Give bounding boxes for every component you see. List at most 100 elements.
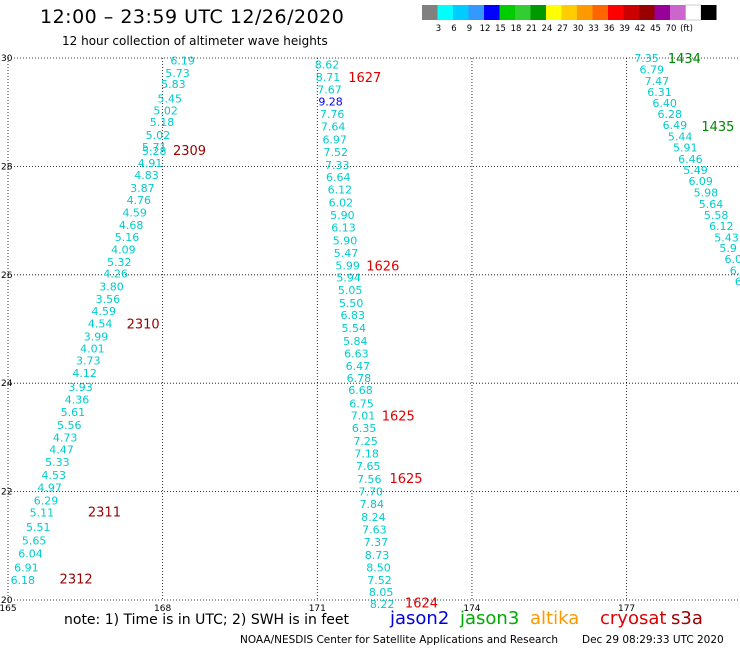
- wave-height-value: 5.94: [336, 272, 361, 285]
- wave-height-value: 5.32: [107, 256, 131, 269]
- wave-height-value: 6.68: [348, 384, 373, 397]
- wave-height-value: 5.90: [333, 235, 358, 248]
- wave-height-value: 4.59: [92, 305, 117, 318]
- legend-swatch: [484, 5, 500, 20]
- legend-swatch: [608, 5, 624, 20]
- chart-grid: [7, 57, 740, 601]
- legend-swatch: [592, 5, 608, 20]
- wave-height-value: 6.47: [346, 360, 371, 373]
- wave-height-value: 6.40: [652, 97, 677, 110]
- wave-height-value: 4.36: [65, 393, 90, 406]
- wave-height-value: 6.49: [663, 119, 688, 132]
- wave-height-value: 8.05: [369, 586, 394, 599]
- chart-subtitle: 12 hour collection of altimeter wave hei…: [62, 34, 328, 48]
- wave-height-value: 7.70: [359, 486, 384, 499]
- wave-height-value: 5.28: [142, 145, 167, 158]
- legend-s3a: s3a: [671, 608, 703, 629]
- wave-height-value: 5.43: [714, 231, 739, 244]
- wave-height-value: 5.02: [146, 129, 171, 142]
- wave-height-value: 5.64: [699, 198, 724, 211]
- wave-height-value: 5.51: [26, 521, 50, 534]
- wave-height-value: 6.46: [678, 153, 703, 166]
- wave-height-value: 4.73: [53, 431, 77, 444]
- wave-height-value: 8.62: [315, 59, 340, 72]
- legend-swatch: [499, 5, 515, 20]
- wave-height-value: 3.93: [68, 381, 93, 394]
- legend-swatch: [530, 5, 546, 20]
- footer-note: note: 1) Time is in UTC; 2) SWH is in fe…: [64, 612, 350, 628]
- legend-label: (ft): [680, 24, 693, 34]
- wave-height-value: 5.11: [30, 507, 55, 520]
- wave-height-value: 5.71: [142, 141, 167, 154]
- wave-height-value: 6.97: [322, 133, 347, 146]
- wave-height-value: 6.02: [329, 197, 354, 210]
- legend-label: 39: [619, 24, 630, 34]
- legend-label: 27: [557, 24, 568, 34]
- legend-label: 42: [635, 24, 646, 34]
- time-label: 2311: [88, 506, 121, 521]
- wave-height-value: 5.90: [330, 209, 355, 222]
- wave-height-value: 7.67: [317, 83, 342, 96]
- wave-height-value: 5.02: [153, 105, 178, 118]
- wave-height-value: 4.47: [49, 443, 74, 456]
- wave-height-value: 6.18: [11, 574, 36, 587]
- wave-height-value: 3.56: [96, 293, 121, 306]
- wave-height-value: 6.09: [688, 175, 713, 188]
- legend-label: 24: [542, 24, 553, 34]
- wave-height-value: 6.12: [709, 220, 734, 233]
- legend-label: 30: [573, 24, 584, 34]
- x-tick-label: 165: [0, 604, 17, 614]
- wave-height-value: 5.49: [683, 164, 708, 177]
- legend-swatch: [515, 5, 531, 20]
- wave-height-value: 5.9: [719, 242, 737, 255]
- wave-height-value: 6.0: [725, 253, 740, 266]
- wave-height-value: 6.12: [328, 184, 353, 197]
- y-tick-label: 24: [1, 379, 13, 389]
- credit-text: NOAA/NESDIS Center for Satellite Applica…: [240, 634, 558, 646]
- wave-height-value: 6.04: [18, 547, 43, 560]
- wave-height-value: 6.19: [170, 55, 195, 68]
- wave-height-value: 5.58: [704, 209, 729, 222]
- wave-height-value: 7.56: [357, 473, 382, 486]
- x-tick-label: 168: [154, 604, 171, 614]
- wave-height-value: 4.97: [37, 481, 62, 494]
- wave-height-value: 5.05: [338, 284, 363, 297]
- legend-label: 70: [666, 24, 677, 34]
- wave-height-value: 6.63: [344, 347, 369, 360]
- wave-height-value: 6.: [730, 264, 740, 277]
- wave-height-value: 4.59: [122, 206, 147, 219]
- wave-height-value: 6.35: [352, 422, 377, 435]
- legend-swatch: [546, 5, 562, 20]
- wave-height-value: 4.01: [80, 343, 105, 356]
- wave-height-value: 5.91: [673, 141, 698, 154]
- wave-height-value: 8.73: [365, 549, 390, 562]
- legend-label: 15: [495, 24, 506, 34]
- wave-height-value: 7.37: [364, 536, 389, 549]
- wave-height-value: 5.16: [115, 231, 139, 244]
- wave-height-value: 5.47: [334, 247, 359, 260]
- wave-height-value: 6.28: [658, 108, 683, 121]
- wave-height-value: 8.24: [361, 511, 386, 524]
- time-label: 1627: [348, 71, 381, 86]
- wave-height-value: 6.79: [639, 63, 664, 76]
- time-label: 1625: [389, 472, 422, 487]
- x-tick-label: 171: [309, 604, 326, 614]
- y-tick-label: 28: [1, 162, 13, 172]
- wave-height-points: 6.195.735.835.455.025.185.025.715.284.91…: [11, 52, 740, 611]
- wave-height-value: 8.50: [366, 561, 391, 574]
- legend-label: 45: [650, 24, 661, 34]
- wave-height-value: 5.99: [335, 260, 360, 273]
- y-tick-label: 20: [1, 596, 13, 606]
- wave-height-value: 4.83: [134, 169, 159, 182]
- legend-swatch: [701, 5, 717, 20]
- legend-swatch: [422, 5, 438, 20]
- wave-height-value: 6.29: [34, 494, 59, 507]
- wave-height-value: 7.47: [645, 75, 670, 88]
- wave-height-value: 3.87: [130, 182, 155, 195]
- legend-swatch: [561, 5, 577, 20]
- legend-swatch: [623, 5, 639, 20]
- legend-swatch: [654, 5, 670, 20]
- wave-height-value: 5.61: [61, 406, 85, 419]
- wave-height-value: 3.73: [76, 354, 101, 367]
